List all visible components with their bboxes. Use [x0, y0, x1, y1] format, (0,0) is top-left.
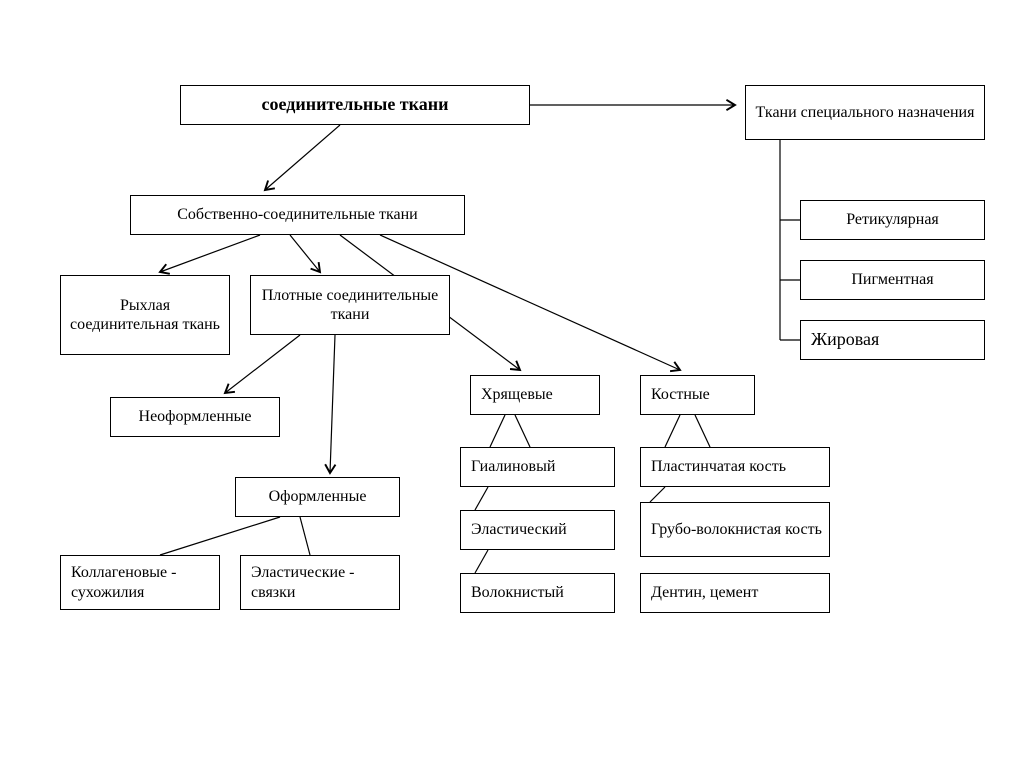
- node-bone: Костные: [640, 375, 755, 415]
- node-label: Грубо-волокнистая кость: [651, 520, 822, 539]
- node-fibrous: Волокнистый: [460, 573, 615, 613]
- node-special: Ткани специального назначения: [745, 85, 985, 140]
- node-dentin: Дентин, цемент: [640, 573, 830, 613]
- node-elastic-c: Эластический: [460, 510, 615, 550]
- node-label: Пигментная: [851, 270, 933, 289]
- node-fat: Жировая: [800, 320, 985, 360]
- node-hyaline: Гиалиновый: [460, 447, 615, 487]
- node-label: Коллагеновые - сухожилия: [71, 563, 213, 601]
- node-root: соединительные ткани: [180, 85, 530, 125]
- node-label: Неоформленные: [139, 407, 252, 426]
- node-elastic-lig: Эластические - связки: [240, 555, 400, 610]
- node-label: Гиалиновый: [471, 457, 555, 476]
- node-loose: Рыхлая соединительная ткань: [60, 275, 230, 355]
- node-coarse: Грубо-волокнистая кость: [640, 502, 830, 557]
- node-label: Эластический: [471, 520, 567, 539]
- node-lamellar: Пластинчатая кость: [640, 447, 830, 487]
- node-label: Ткани специального назначения: [756, 103, 975, 122]
- node-label: соединительные ткани: [261, 94, 448, 116]
- node-cartilage: Хрящевые: [470, 375, 600, 415]
- node-formed: Оформленные: [235, 477, 400, 517]
- node-label: Рыхлая соединительная ткань: [67, 296, 223, 334]
- node-label: Плотные соединительные ткани: [257, 286, 443, 324]
- node-label: Костные: [651, 385, 710, 404]
- node-label: Ретикулярная: [846, 210, 939, 229]
- node-dense: Плотные соединительные ткани: [250, 275, 450, 335]
- node-label: Собственно-соединительные ткани: [177, 205, 417, 224]
- node-label: Эластические - связки: [251, 563, 393, 601]
- node-collagen: Коллагеновые - сухожилия: [60, 555, 220, 610]
- node-label: Дентин, цемент: [651, 583, 758, 602]
- node-unformed: Неоформленные: [110, 397, 280, 437]
- node-label: Хрящевые: [481, 385, 553, 404]
- node-reticular: Ретикулярная: [800, 200, 985, 240]
- node-label: Пластинчатая кость: [651, 457, 786, 476]
- node-label: Волокнистый: [471, 583, 564, 602]
- node-pigment: Пигментная: [800, 260, 985, 300]
- node-label: Оформленные: [269, 487, 367, 506]
- node-proper: Собственно-соединительные ткани: [130, 195, 465, 235]
- diagram-canvas: соединительные ткани Ткани специального …: [0, 0, 1024, 767]
- node-label: Жировая: [811, 329, 879, 351]
